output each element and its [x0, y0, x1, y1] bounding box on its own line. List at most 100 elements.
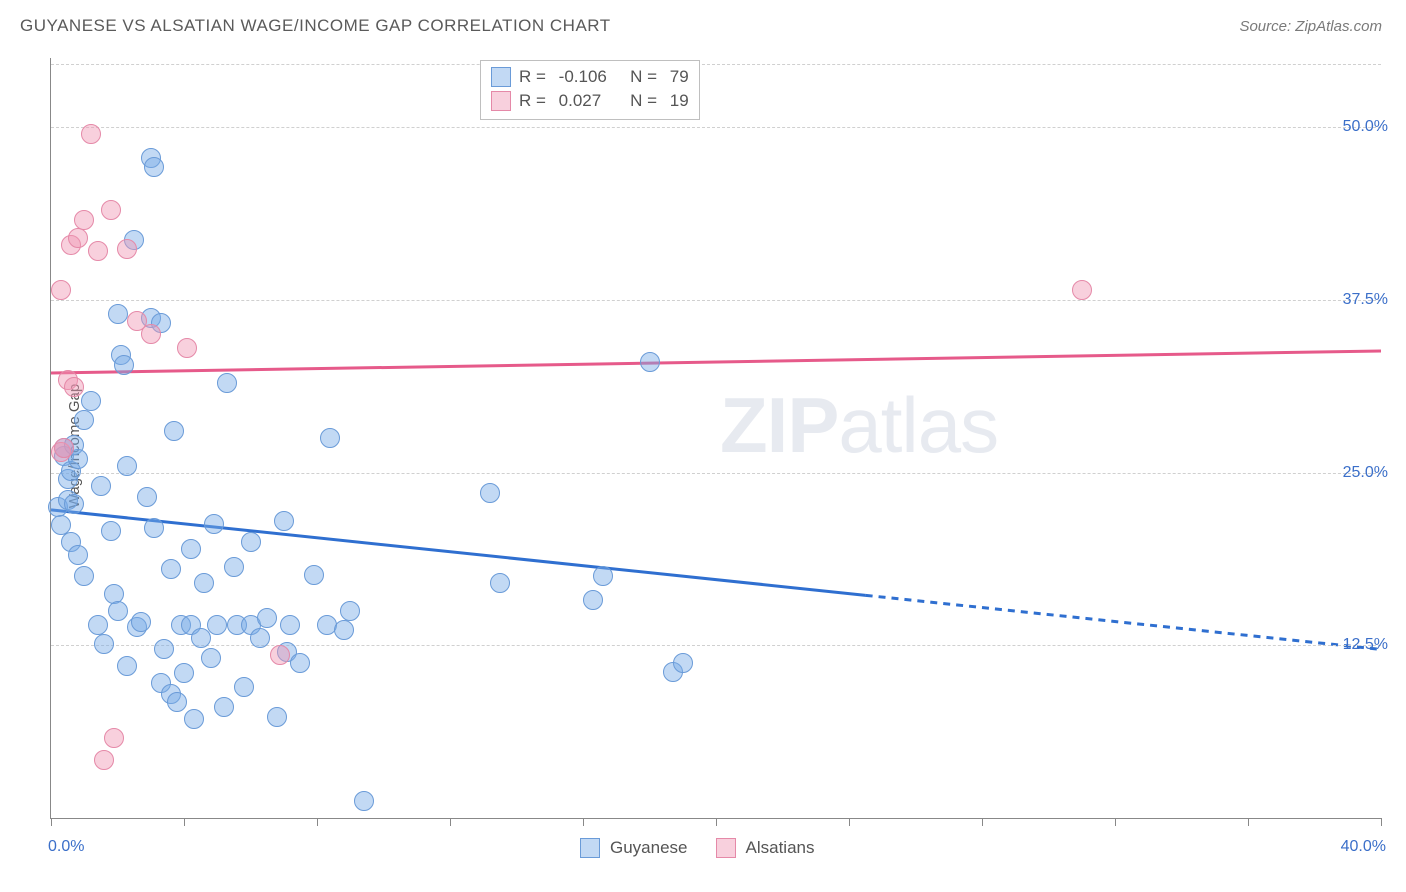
data-point — [673, 653, 693, 673]
x-max-label: 40.0% — [1341, 838, 1386, 856]
data-point — [68, 545, 88, 565]
guyanese-swatch — [580, 838, 600, 858]
data-point — [207, 615, 227, 635]
data-point — [250, 628, 270, 648]
gridline — [51, 300, 1381, 301]
data-point — [354, 791, 374, 811]
data-point — [593, 566, 613, 586]
data-point — [74, 410, 94, 430]
data-point — [194, 573, 214, 593]
scatter-plot — [50, 58, 1381, 819]
guyanese-swatch — [491, 67, 511, 87]
data-point — [104, 728, 124, 748]
data-point — [88, 615, 108, 635]
legend-label-guyanese: Guyanese — [610, 838, 688, 858]
data-point — [141, 324, 161, 344]
data-point — [101, 521, 121, 541]
alsatians-swatch — [716, 838, 736, 858]
data-point — [480, 483, 500, 503]
data-point — [204, 514, 224, 534]
data-point — [214, 697, 234, 717]
x-tick — [1115, 818, 1116, 826]
data-point — [101, 200, 121, 220]
data-point — [91, 476, 111, 496]
legend-row: R = 0.027 N = 19 — [491, 89, 689, 113]
data-point — [270, 645, 290, 665]
r-value-guyanese: -0.106 — [559, 65, 613, 89]
gridline — [51, 64, 1381, 65]
data-point — [640, 352, 660, 372]
data-point — [1072, 280, 1092, 300]
data-point — [290, 653, 310, 673]
r-label: R = — [519, 65, 551, 89]
data-point — [490, 573, 510, 593]
x-tick — [317, 818, 318, 826]
data-point — [340, 601, 360, 621]
gridline — [51, 473, 1381, 474]
data-point — [117, 239, 137, 259]
data-point — [117, 456, 137, 476]
data-point — [114, 355, 134, 375]
r-label: R = — [519, 89, 551, 113]
data-point — [68, 228, 88, 248]
data-point — [181, 539, 201, 559]
data-point — [320, 428, 340, 448]
gridline — [51, 645, 1381, 646]
x-tick — [716, 818, 717, 826]
legend-row: R = -0.106 N = 79 — [491, 65, 689, 89]
data-point — [64, 377, 84, 397]
legend-label-alsatians: Alsatians — [746, 838, 815, 858]
data-point — [51, 280, 71, 300]
data-point — [137, 487, 157, 507]
data-point — [334, 620, 354, 640]
data-point — [161, 559, 181, 579]
correlation-legend: R = -0.106 N = 79 R = 0.027 N = 19 — [480, 60, 700, 120]
data-point — [174, 663, 194, 683]
x-tick — [450, 818, 451, 826]
data-point — [94, 750, 114, 770]
data-point — [88, 241, 108, 261]
data-point — [64, 494, 84, 514]
data-point — [81, 391, 101, 411]
x-tick — [849, 818, 850, 826]
source-attribution: Source: ZipAtlas.com — [1239, 18, 1382, 35]
x-min-label: 0.0% — [48, 838, 84, 856]
data-point — [117, 656, 137, 676]
data-point — [54, 438, 74, 458]
x-tick — [583, 818, 584, 826]
x-tick — [184, 818, 185, 826]
n-label: N = — [621, 89, 662, 113]
data-point — [280, 615, 300, 635]
data-point — [267, 707, 287, 727]
data-point — [94, 634, 114, 654]
y-tick-label: 12.5% — [1343, 636, 1388, 654]
data-point — [74, 210, 94, 230]
data-point — [108, 304, 128, 324]
data-point — [177, 338, 197, 358]
data-point — [167, 692, 187, 712]
data-point — [144, 518, 164, 538]
data-point — [154, 639, 174, 659]
chart-title: GUYANESE VS ALSATIAN WAGE/INCOME GAP COR… — [20, 16, 611, 36]
y-tick-label: 25.0% — [1343, 464, 1388, 482]
data-point — [274, 511, 294, 531]
data-point — [241, 532, 261, 552]
x-tick — [982, 818, 983, 826]
data-point — [201, 648, 221, 668]
data-point — [131, 612, 151, 632]
data-point — [217, 373, 237, 393]
data-point — [257, 608, 277, 628]
data-point — [234, 677, 254, 697]
n-label: N = — [621, 65, 662, 89]
y-tick-label: 37.5% — [1343, 291, 1388, 309]
data-point — [108, 601, 128, 621]
y-tick-label: 50.0% — [1343, 118, 1388, 136]
gridline — [51, 127, 1381, 128]
data-point — [191, 628, 211, 648]
data-point — [224, 557, 244, 577]
r-value-alsatians: 0.027 — [559, 89, 613, 113]
x-tick — [51, 818, 52, 826]
data-point — [184, 709, 204, 729]
n-value-alsatians: 19 — [670, 89, 689, 113]
series-legend: Guyanese Alsatians — [580, 838, 814, 858]
